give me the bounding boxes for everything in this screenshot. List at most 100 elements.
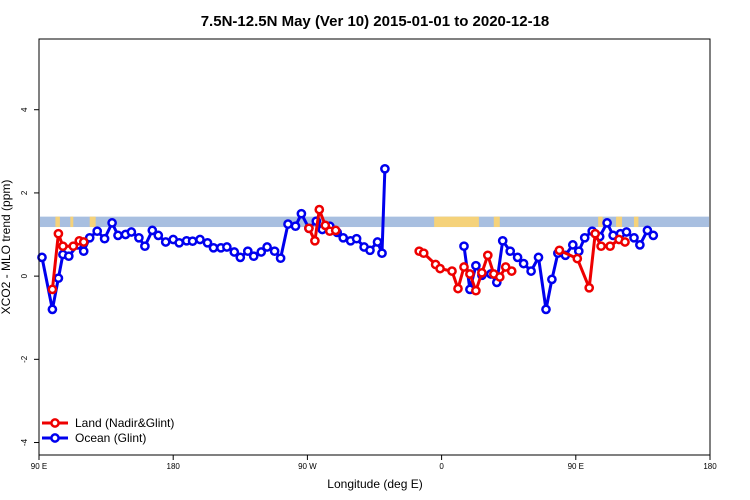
data-point xyxy=(482,250,493,261)
data-point xyxy=(275,253,286,264)
data-point xyxy=(202,237,213,248)
land-segment xyxy=(493,216,500,228)
data-point xyxy=(140,241,150,252)
data-point xyxy=(113,230,123,241)
data-point xyxy=(497,235,508,246)
legend-marker xyxy=(50,418,60,428)
data-point xyxy=(208,242,219,253)
data-point xyxy=(314,204,325,215)
y-tick-label: -2 xyxy=(20,355,29,363)
data-point xyxy=(567,240,578,250)
data-point xyxy=(506,266,517,276)
data-point xyxy=(296,208,307,219)
data-point xyxy=(505,246,516,257)
data-point xyxy=(99,233,110,244)
data-point xyxy=(187,236,198,247)
data-point xyxy=(621,227,632,237)
data-point xyxy=(584,282,595,293)
x-tick-label: 90 W xyxy=(298,462,317,471)
legend-label: Land (Nadir&Glint) xyxy=(75,416,174,430)
data-point xyxy=(229,247,240,257)
land-segment xyxy=(598,216,603,228)
data-point xyxy=(235,252,246,263)
x-axis-label: Longitude (deg E) xyxy=(327,477,422,491)
data-point xyxy=(134,232,144,243)
data-point xyxy=(78,237,89,247)
data-point xyxy=(377,248,387,259)
data-point xyxy=(494,272,505,282)
data-point xyxy=(310,235,320,246)
land-segment xyxy=(434,216,479,228)
data-point xyxy=(596,241,606,252)
data-point xyxy=(635,240,645,250)
data-point xyxy=(512,252,523,263)
data-point xyxy=(53,273,64,284)
data-point xyxy=(63,251,74,262)
data-point xyxy=(262,242,272,252)
data-point xyxy=(47,304,58,315)
data-point xyxy=(222,242,232,252)
axes: 90 E 180 90 W 0 90 E 180 -4 -2 0 2 4 xyxy=(20,107,717,471)
data-point xyxy=(435,263,445,274)
data-point xyxy=(573,246,584,257)
plot-area xyxy=(37,163,709,315)
data-point xyxy=(256,247,267,257)
land-segment xyxy=(633,216,639,228)
x-tick-label: 180 xyxy=(167,462,181,471)
data-point xyxy=(372,237,383,247)
data-point xyxy=(107,218,117,228)
legend: Land (Nadir&Glint)Ocean (Glint) xyxy=(42,416,174,445)
data-point xyxy=(541,304,551,315)
land-segment xyxy=(616,216,623,228)
data-point xyxy=(477,267,487,278)
land-segment xyxy=(89,216,96,228)
data-point xyxy=(648,230,659,241)
data-point xyxy=(629,232,639,243)
data-point xyxy=(195,234,205,245)
chart-title: 7.5N-12.5N May (Ver 10) 2015-01-01 to 20… xyxy=(201,13,550,30)
data-point xyxy=(153,230,164,241)
legend-label: Ocean (Glint) xyxy=(75,431,146,445)
data-point xyxy=(283,219,293,229)
data-point xyxy=(58,241,68,252)
data-point xyxy=(68,241,79,252)
x-tick-label: 90 E xyxy=(31,462,47,471)
data-point xyxy=(304,223,314,234)
data-point xyxy=(572,253,583,264)
data-point xyxy=(365,245,375,256)
data-point xyxy=(579,232,590,243)
data-point xyxy=(471,260,481,271)
data-point xyxy=(338,232,349,243)
data-point xyxy=(92,226,103,237)
plot-frame xyxy=(38,38,711,456)
data-point xyxy=(330,225,341,236)
data-point xyxy=(380,163,390,174)
data-point xyxy=(447,266,457,276)
data-point xyxy=(290,221,301,232)
data-point xyxy=(126,227,137,237)
data-point xyxy=(242,246,253,257)
legend-marker xyxy=(50,433,60,443)
data-point xyxy=(78,246,89,257)
data-point xyxy=(47,284,58,295)
x-tick-label: 0 xyxy=(439,462,444,471)
data-point xyxy=(174,237,185,248)
x-tick-label: 180 xyxy=(703,462,717,471)
data-point xyxy=(453,283,463,294)
data-point xyxy=(518,258,529,269)
data-point xyxy=(418,248,429,259)
data-point xyxy=(53,228,64,239)
data-point xyxy=(602,218,612,228)
data-point xyxy=(554,245,565,256)
data-point xyxy=(37,252,47,263)
data-point xyxy=(620,237,630,247)
coverage-band xyxy=(40,216,709,228)
data-point xyxy=(351,233,362,244)
data-point xyxy=(248,251,259,262)
data-point xyxy=(465,269,475,279)
y-tick-label: 2 xyxy=(20,190,29,195)
data-point xyxy=(533,252,544,263)
data-point xyxy=(471,285,481,296)
y-tick-label: 0 xyxy=(20,273,29,278)
